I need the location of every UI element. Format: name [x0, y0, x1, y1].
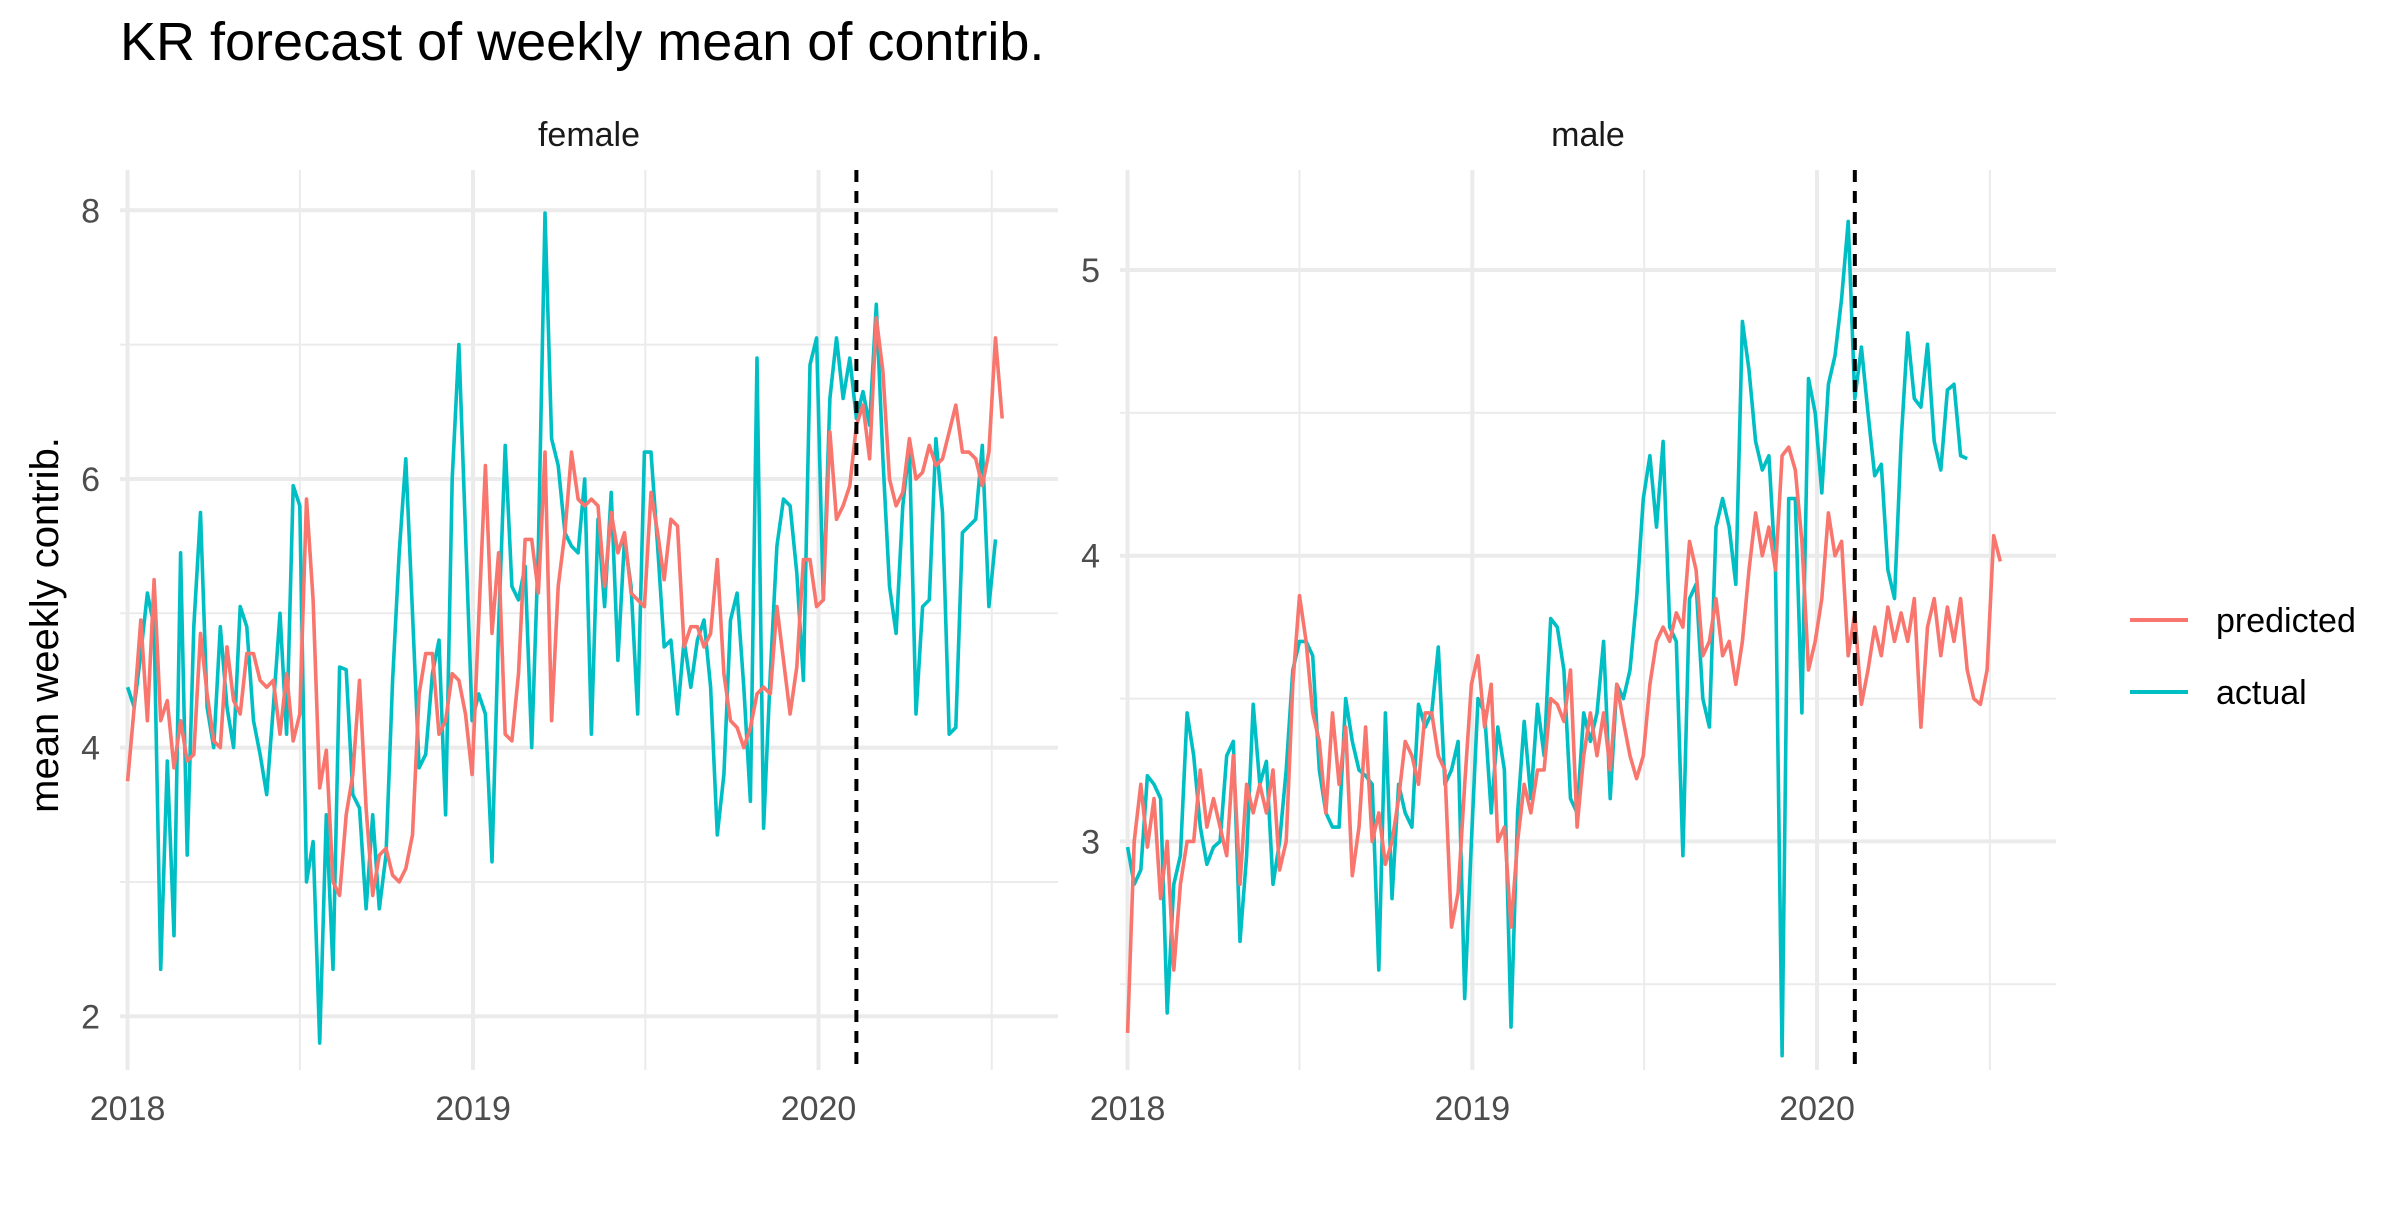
- chart-panels: 2 4 6 8 2018 2019 2020 female 3 4 5 2018 2019 2020 mal…: [81, 116, 2056, 1128]
- series-line-predicted: [1125, 445, 2003, 1033]
- y-tick-label: 5: [1081, 252, 1100, 290]
- y-tick-label: 8: [81, 192, 100, 230]
- x-tick-label: 2018: [1090, 1090, 1166, 1128]
- series-line-actual: [1125, 219, 1968, 1058]
- x-tick-label: 2020: [781, 1090, 857, 1128]
- y-tick-label: 2: [81, 998, 100, 1036]
- y-axis-title: mean weekly contrib.: [23, 437, 67, 813]
- legend-label-predicted: predicted: [2216, 602, 2356, 640]
- x-tick-label: 2020: [1779, 1090, 1855, 1128]
- y-tick-label: 4: [81, 730, 100, 768]
- panel-male: 3 4 5 2018 2019 2020 male: [1081, 116, 2056, 1128]
- y-tick-label: 4: [1081, 538, 1100, 576]
- y-tick-label: 6: [81, 461, 100, 499]
- facet-label-female: female: [538, 116, 640, 154]
- facet-label-male: male: [1551, 116, 1625, 154]
- series-line-predicted: [125, 315, 1004, 898]
- series-line-actual: [125, 211, 998, 1045]
- chart-title: KR forecast of weekly mean of contrib.: [120, 12, 1044, 72]
- x-tick-label: 2019: [435, 1090, 511, 1128]
- chart-legend: predicted actual: [2130, 602, 2356, 712]
- x-tick-label: 2019: [1434, 1090, 1510, 1128]
- legend-label-actual: actual: [2216, 674, 2307, 712]
- panel-female: 2 4 6 8 2018 2019 2020 female: [81, 116, 1058, 1128]
- y-tick-label: 3: [1081, 823, 1100, 861]
- x-tick-label: 2018: [90, 1090, 166, 1128]
